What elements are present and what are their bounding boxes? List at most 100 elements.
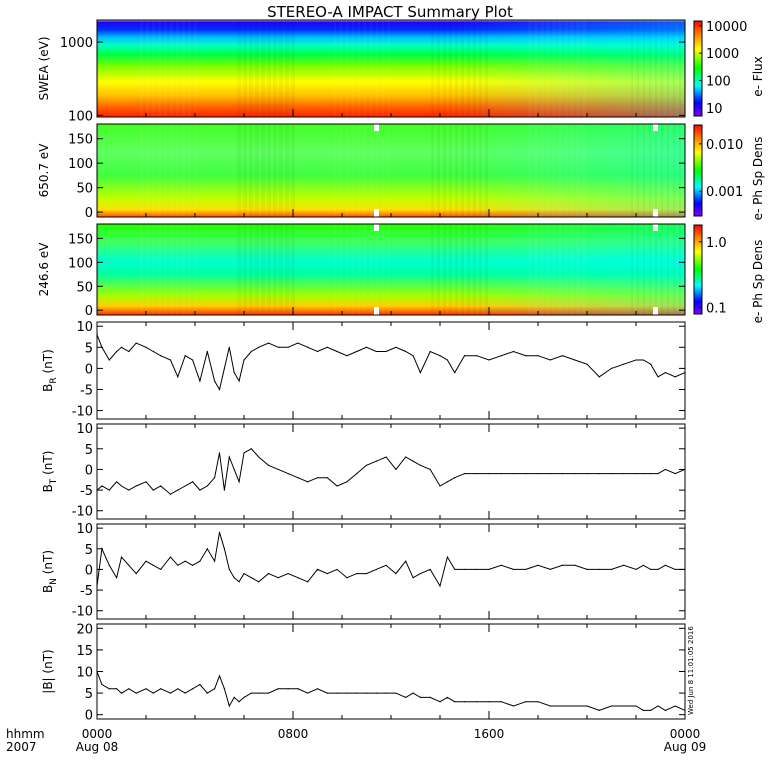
data-point [120, 346, 123, 348]
data-point [476, 701, 478, 703]
data-point [512, 350, 515, 353]
y-axis-label: 650.7 eV [37, 143, 51, 198]
spectrogram-streak [576, 224, 580, 315]
spectrogram-streak [376, 124, 378, 217]
data-point [243, 359, 245, 361]
data-point [574, 564, 576, 566]
data-point [365, 464, 368, 466]
spectrogram-streak [431, 124, 434, 217]
spectrogram-streak [358, 124, 360, 217]
spectrogram-streak [346, 124, 348, 217]
data-point [598, 568, 600, 571]
data-point [223, 688, 225, 690]
data-point [184, 355, 186, 357]
spectrogram-streak [382, 20, 384, 117]
spectrogram-streak [176, 124, 179, 217]
data-point [336, 485, 338, 487]
spectrogram-streak [485, 124, 488, 217]
panel-frame [96, 623, 686, 720]
data-point [650, 472, 652, 475]
data-point [574, 472, 576, 475]
data-point [258, 581, 260, 583]
data-point [412, 460, 414, 462]
data-point [395, 346, 397, 348]
spectrogram-streak [679, 20, 681, 117]
x-tick-date-label: Aug 09 [664, 740, 707, 754]
y-axis-label: BR (nT) [41, 349, 59, 392]
data-point [395, 572, 397, 575]
spectrogram-streak [140, 20, 143, 117]
spectrogram-shading [97, 20, 685, 117]
data-point [657, 472, 659, 475]
data-point [243, 696, 245, 699]
line-panel: -10 -5 0 5 10 BT (nT) [41, 422, 686, 520]
y-tick-label: -5 [80, 383, 93, 398]
spectrogram-streak [443, 20, 446, 117]
y-tick-label: 0 [85, 362, 93, 377]
colorbar-tick-label: 10 [706, 102, 723, 117]
data-point [419, 572, 421, 575]
spectrogram-streak [291, 124, 295, 217]
y-tick-label: 0 [85, 463, 93, 478]
data-point [277, 577, 279, 579]
data-point [488, 472, 490, 475]
spectrogram-streak [655, 20, 657, 117]
data-point [610, 367, 613, 369]
y-axis-label-subscript: N [49, 578, 59, 585]
spectrogram-streak [146, 224, 149, 315]
spectrogram-streak [267, 124, 271, 217]
data-point [316, 477, 319, 479]
data-point [307, 346, 309, 348]
data-point [525, 701, 527, 703]
data-point [512, 705, 515, 707]
data-point [664, 709, 667, 711]
spectrogram-streak [388, 124, 390, 217]
data-point [375, 350, 377, 353]
spectrogram-streak [540, 20, 544, 117]
data-point [250, 350, 252, 353]
data-point [116, 350, 118, 353]
data-point [623, 705, 625, 707]
spectrogram-streak [249, 224, 253, 315]
data-point [135, 485, 137, 487]
y-tick-label: 0 [85, 563, 93, 578]
data-point [135, 692, 137, 694]
y-tick-label: 100 [68, 256, 93, 271]
data-point [684, 372, 686, 374]
data-point [642, 709, 644, 711]
data-point [152, 350, 154, 353]
data-point [206, 485, 208, 487]
data-point [218, 531, 221, 533]
data-point [116, 481, 118, 483]
y-tick-label: 5 [85, 687, 93, 702]
data-point [365, 346, 368, 348]
data-point [214, 688, 216, 690]
spectrogram-streak [528, 20, 532, 117]
data-point [145, 560, 147, 562]
data-point [454, 701, 456, 703]
spectrogram-panel: 100 1000 SWEA (eV) 10 100 1000 10000 e- Flux [37, 19, 765, 124]
spectrogram-streak [431, 224, 434, 315]
spectrogram-streak [249, 20, 253, 117]
y-tick-label: -5 [80, 584, 93, 599]
panel-frame [96, 423, 686, 520]
spectrogram-streak [334, 224, 336, 315]
data-point [405, 696, 407, 699]
colorbar-tick-label: 0.1 [706, 302, 727, 317]
spectrogram-streak [273, 124, 277, 217]
spectrogram-streak [97, 224, 99, 315]
colorbar-tick-label: 10000 [706, 20, 747, 35]
data-point [365, 572, 368, 575]
y-axis-label: 246.6 eV [37, 242, 51, 297]
data-point [238, 481, 240, 483]
data-point [191, 359, 194, 361]
data-point [635, 705, 637, 707]
data-point [454, 477, 456, 479]
data-point [356, 472, 358, 475]
data-point [238, 380, 240, 382]
data-point [375, 460, 377, 462]
data-point [108, 359, 110, 361]
spectrogram-streak [158, 224, 161, 315]
spectrogram-streak [552, 20, 556, 117]
spectrogram-streak [576, 20, 580, 117]
